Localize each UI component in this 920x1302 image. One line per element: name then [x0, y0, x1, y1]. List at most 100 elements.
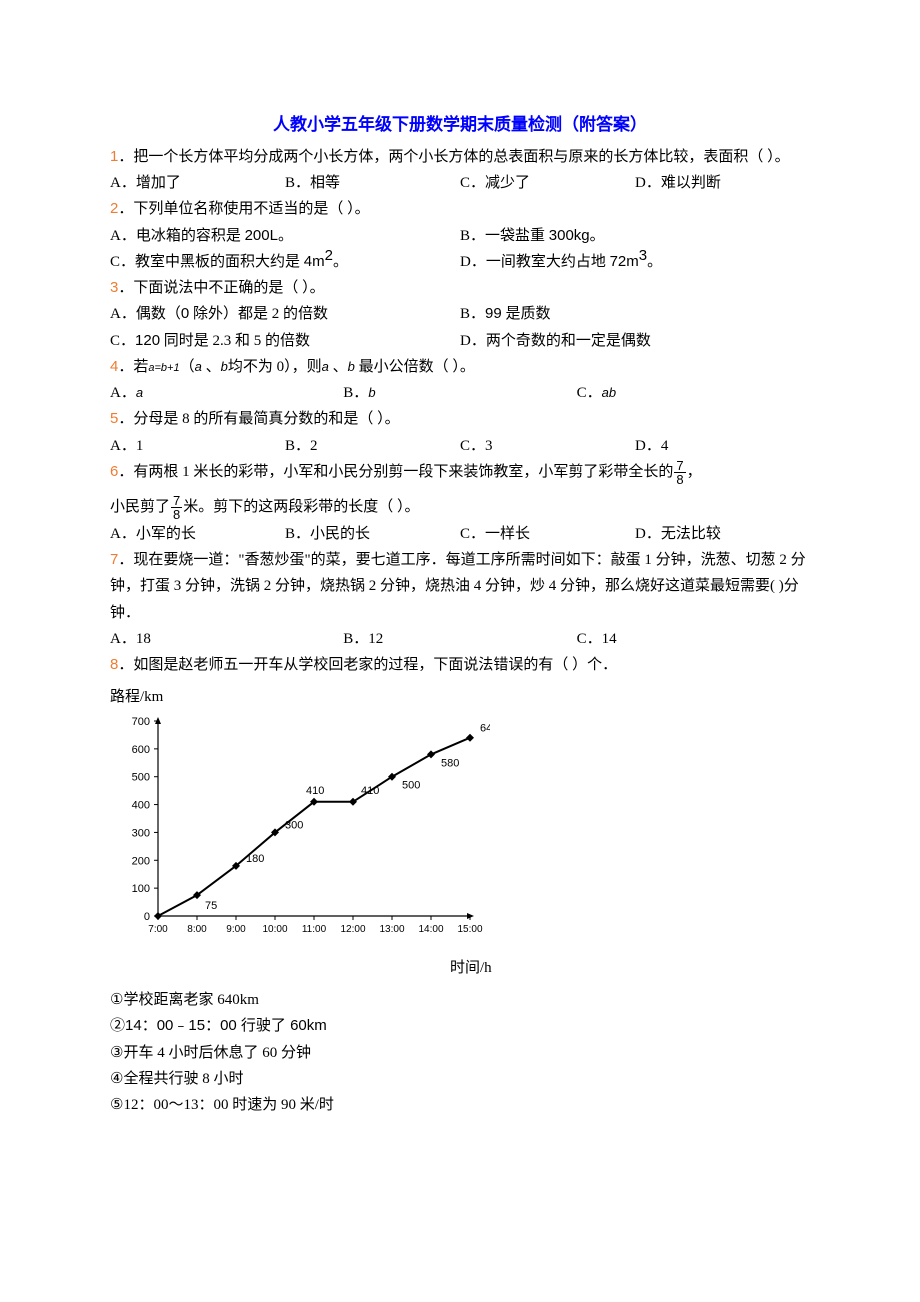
- svg-text:500: 500: [132, 771, 150, 783]
- q1-opt-a: A．增加了: [110, 170, 285, 196]
- q2d-pre: D．一间教室大约占地: [460, 254, 610, 270]
- q6-opt-a: A．小军的长: [110, 521, 285, 547]
- chart-wrap: 路程/km 01002003004005006007007:008:009:00…: [110, 684, 810, 981]
- q4-sep2: 、: [329, 359, 348, 375]
- q4c-v: ab: [602, 385, 616, 400]
- q6-f2d: 8: [171, 508, 182, 521]
- q4a-l: A．: [110, 385, 136, 401]
- q2b-post: 。: [590, 228, 605, 244]
- svg-text:11:00: 11:00: [302, 924, 327, 935]
- q3b-mid: 99: [485, 305, 502, 322]
- q3-options: A．偶数（0 除外）都是 2 的倍数 B．99 是质数 C．120 同时是 2.…: [110, 301, 810, 354]
- q7-text: ．现在要烧一道："香葱炒蛋"的菜，要七道工序．每道工序所需时间如下：敲蛋 1 分…: [110, 552, 806, 621]
- q4a-v: a: [136, 385, 143, 400]
- s5-text: 12：00～13：00 时速为 90 米/时: [123, 1097, 333, 1113]
- svg-text:300: 300: [285, 819, 303, 831]
- q1-text: ．把一个长方体平均分成两个小长方体，两个小长方体的总表面积与原来的长方体比较，表…: [118, 149, 789, 165]
- q3-opt-d: D．两个奇数的和一定是偶数: [460, 328, 810, 354]
- q2b-pre: B．一袋盐重: [460, 228, 549, 244]
- q4b-v: b: [368, 385, 375, 400]
- s4-text: 全程共行驶 8 小时: [123, 1071, 243, 1087]
- q6-l1pre: ．有两根 1 米长的彩带，小军和小民分别剪一段下来装饰教室，小军剪了彩带全长的: [118, 464, 673, 480]
- q4-opt-b: B．b: [343, 380, 576, 406]
- question-2: 2．下列单位名称使用不适当的是（ ）。: [110, 196, 810, 222]
- q1-opt-b: B．相等: [285, 170, 460, 196]
- q7-opt-b: B．12: [343, 626, 576, 652]
- q2-opt-b: B．一袋盐重 300kg。: [460, 223, 810, 249]
- q2a-val: 200L: [245, 227, 278, 244]
- q2-opt-c: C．教室中黑板的面积大约是 4m2。: [110, 249, 460, 275]
- s3-text: 开车 4 小时后休息了 60 分钟: [123, 1045, 311, 1061]
- q6-l2post: 米。剪下的这两段彩带的长度（ ）。: [183, 499, 419, 515]
- question-6-line1: 6．有两根 1 米长的彩带，小军和小民分别剪一段下来装饰教室，小军剪了彩带全长的…: [110, 459, 810, 486]
- svg-text:700: 700: [132, 716, 150, 728]
- q1-options: A．增加了 B．相等 C．减少了 D．难以判断: [110, 170, 810, 196]
- question-3: 3．下面说法中不正确的是（ ）。: [110, 275, 810, 301]
- svg-text:640: 640: [480, 722, 490, 734]
- q3-text: ．下面说法中不正确的是（ ）。: [118, 280, 324, 296]
- q8-stmt-1: ①学校距离老家 640km: [110, 987, 810, 1013]
- q3b-post: 是质数: [502, 306, 551, 322]
- q4-opt-a: A．a: [110, 380, 343, 406]
- q8-stmt-3: ③开车 4 小时后休息了 60 分钟: [110, 1040, 810, 1066]
- q8-stmt-2: ②14：00﹣15：00 行驶了 60km: [110, 1013, 810, 1039]
- svg-text:410: 410: [306, 784, 324, 796]
- q3c-post: 同时是 2.3 和 5 的倍数: [160, 333, 310, 349]
- svg-text:7:00: 7:00: [148, 924, 168, 935]
- q4b-l: B．: [343, 385, 368, 401]
- q4-m2: 均不为 0），则: [228, 359, 322, 375]
- svg-text:0: 0: [144, 911, 150, 923]
- svg-text:600: 600: [132, 743, 150, 755]
- q4-m3: 最小公倍数（ ）。: [355, 359, 475, 375]
- q1-opt-d: D．难以判断: [635, 170, 810, 196]
- svg-text:75: 75: [205, 900, 217, 912]
- svg-text:8:00: 8:00: [187, 924, 207, 935]
- q4-sep1: 、: [202, 359, 221, 375]
- q3a-mid: 0: [181, 305, 189, 322]
- svg-text:13:00: 13:00: [379, 924, 404, 935]
- q3a-post: 除外）都是 2 的倍数: [189, 306, 328, 322]
- q2-opt-a: A．电冰箱的容积是 200L。: [110, 223, 460, 249]
- q4-options: A．a B．b C．ab: [110, 380, 810, 406]
- q6-l1post: ，: [687, 464, 702, 480]
- q4-a1: a: [195, 359, 202, 374]
- chart-xlabel: 时间/h: [450, 955, 810, 981]
- circled-5: ⑤: [110, 1096, 123, 1113]
- q1-opt-c: C．减少了: [460, 170, 635, 196]
- q3c-mid: 120: [135, 332, 160, 349]
- svg-text:580: 580: [441, 757, 459, 769]
- question-4: 4．若a=b+1（a 、b均不为 0），则a 、b 最小公倍数（ ）。: [110, 354, 810, 380]
- q5-text: ．分母是 8 的所有最简真分数的和是（ ）。: [118, 411, 399, 427]
- q6-opt-c: C．一样长: [460, 521, 635, 547]
- q2-text: ．下列单位名称使用不适当的是（ ）。: [118, 201, 369, 217]
- s2-text: 14：00﹣15：00 行驶了 60km: [125, 1017, 327, 1034]
- q6-frac1: 78: [674, 459, 685, 486]
- question-1: 1．把一个长方体平均分成两个小长方体，两个小长方体的总表面积与原来的长方体比较，…: [110, 144, 810, 170]
- q5-opt-d: D．4: [635, 433, 810, 459]
- svg-text:14:00: 14:00: [418, 924, 443, 935]
- q7-opt-a: A．18: [110, 626, 343, 652]
- q2d-sup: 3: [639, 247, 647, 264]
- q7-opt-c: C．14: [577, 626, 810, 652]
- q2-opt-d: D．一间教室大约占地 72m3。: [460, 249, 810, 275]
- q8-stmt-4: ④全程共行驶 8 小时: [110, 1066, 810, 1092]
- q7-options: A．18 B．12 C．14: [110, 626, 810, 652]
- svg-text:400: 400: [132, 799, 150, 811]
- q4-pre: ．若: [118, 359, 148, 375]
- q2c-sup: 2: [325, 247, 333, 264]
- svg-text:15:00: 15:00: [457, 924, 482, 935]
- q2-options: A．电冰箱的容积是 200L。 B．一袋盐重 300kg。 C．教室中黑板的面积…: [110, 223, 810, 276]
- q2b-val: 300kg: [549, 227, 590, 244]
- question-8: 8．如图是赵老师五一开车从学校回老家的过程，下面说法错误的有（ ）个．: [110, 652, 810, 678]
- q5-opt-b: B．2: [285, 433, 460, 459]
- q4c-l: C．: [577, 385, 602, 401]
- q8-text: ．如图是赵老师五一开车从学校回老家的过程，下面说法错误的有（ ）个．: [118, 657, 617, 673]
- q4-formula: a=b+1: [148, 362, 179, 374]
- q4-b2: b: [348, 359, 355, 374]
- circled-1: ①: [110, 991, 123, 1008]
- circled-2: ②: [110, 1017, 125, 1034]
- q3b-pre: B．: [460, 306, 485, 322]
- q2c-pre: C．教室中黑板的面积大约是: [110, 254, 304, 270]
- q5-opt-c: C．3: [460, 433, 635, 459]
- q6-frac2: 78: [171, 494, 182, 521]
